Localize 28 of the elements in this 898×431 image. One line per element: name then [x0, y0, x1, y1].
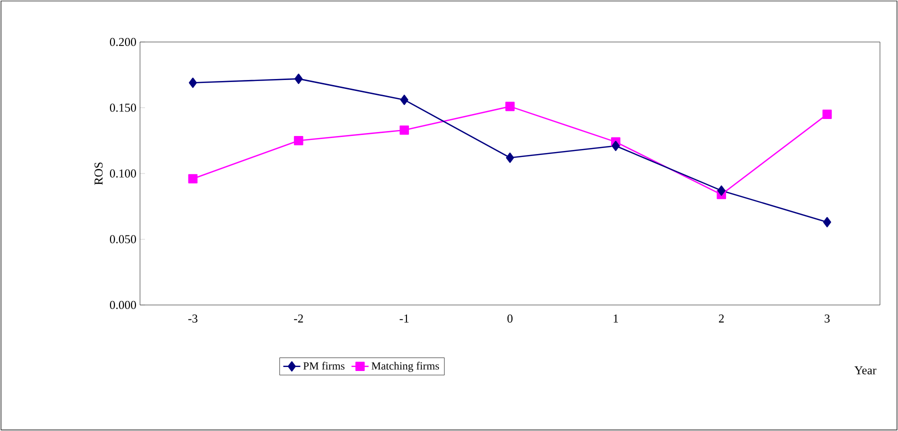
x-tick-label: 3	[824, 314, 830, 323]
y-tick-label: 0.100	[110, 169, 136, 178]
x-tick-label: 1	[614, 314, 618, 322]
point	[505, 102, 515, 112]
x-tick-label: -1	[400, 314, 409, 322]
y-tick-label: 0.150	[110, 104, 136, 112]
point	[612, 140, 620, 152]
point	[188, 174, 198, 184]
x-tick-label: -3	[188, 314, 198, 323]
point	[823, 216, 832, 228]
x-tick-label: 0	[507, 314, 513, 323]
point	[294, 136, 304, 146]
x-axis-title: Year	[854, 366, 876, 374]
x-tick-label: 2	[718, 314, 724, 322]
x-tick-label: -2	[294, 314, 303, 322]
point	[294, 74, 303, 84]
y-tick-label: 0.000	[110, 300, 136, 310]
point	[400, 125, 409, 135]
legend-label: Matching firms	[372, 362, 439, 372]
point	[188, 78, 197, 88]
point	[506, 152, 514, 163]
point	[822, 110, 832, 119]
y-tick-label: 0.050	[110, 235, 136, 244]
legend-label: PM firms	[303, 362, 344, 370]
y-tick-label: 0.200	[110, 38, 136, 46]
y-axis-title: ROS	[94, 162, 103, 185]
point	[400, 94, 408, 106]
point	[717, 185, 726, 196]
